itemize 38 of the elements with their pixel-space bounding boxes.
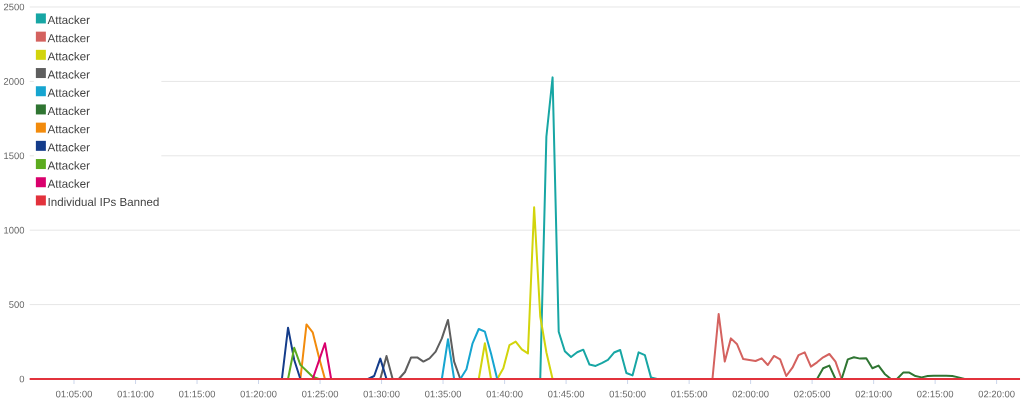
legend-label: Attacker [47, 15, 90, 25]
x-tick-label: 01:25:00 [302, 390, 339, 398]
x-tick-label: 01:35:00 [425, 390, 462, 398]
line-series [711, 312, 843, 380]
y-tick-label: 1500 [4, 152, 25, 160]
x-tick-label: 02:00:00 [732, 390, 769, 398]
y-tick-label: 0 [19, 375, 25, 383]
legend-label: Attacker [47, 106, 90, 116]
x-tick-label: 01:30:00 [363, 390, 400, 398]
line-series [477, 206, 554, 380]
y-tick-label: 500 [9, 301, 25, 308]
legend-label: Attacker [47, 51, 90, 61]
x-tick-label: 01:55:00 [671, 390, 708, 398]
line-series [299, 323, 326, 380]
legend-label: Attacker [47, 179, 90, 188]
x-tick-label: 02:10:00 [855, 390, 892, 398]
y-tick-label: 2500 [3, 3, 25, 11]
line-series [379, 318, 462, 380]
legend-label: Attacker [47, 33, 90, 43]
x-tick-label: 01:50:00 [609, 390, 646, 398]
legend-label: Attacker [47, 124, 90, 134]
x-tick-label: 01:40:00 [486, 390, 523, 398]
x-tick-label: 02:20:00 [978, 390, 1015, 398]
x-tick-label: 01:15:00 [178, 390, 216, 398]
x-tick-label: 01:10:00 [117, 390, 154, 398]
x-tick-label: 01:45:00 [548, 390, 585, 398]
legend-label: Attacker [47, 88, 90, 97]
legend-label: Individual IPs Banned [48, 197, 159, 207]
legend-label: Attacker [47, 142, 90, 152]
line-series [440, 328, 499, 380]
x-tick-label: 02:05:00 [794, 390, 831, 398]
x-tick-label: 01:20:00 [240, 390, 277, 398]
legend-label: Attacker [47, 161, 90, 170]
y-tick-label: 1000 [4, 226, 25, 234]
x-tick-label: 02:15:00 [917, 390, 954, 398]
x-tick-label: 01:05:00 [55, 390, 93, 398]
y-tick-label: 2000 [3, 78, 25, 85]
legend-label: Attacker [47, 70, 90, 79]
